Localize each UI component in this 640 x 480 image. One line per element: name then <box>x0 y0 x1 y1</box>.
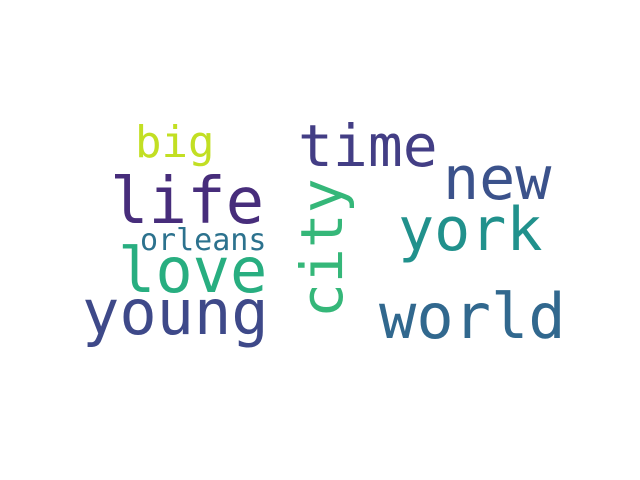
word-love: love <box>118 234 268 307</box>
word-big: big <box>135 117 215 168</box>
word-new: new <box>443 144 552 214</box>
word-orleans: orleans <box>140 223 267 258</box>
word-life: life <box>110 165 265 239</box>
word-world: world <box>379 280 566 353</box>
word-york: york <box>398 195 543 265</box>
word-young: young <box>82 276 269 349</box>
word-time: time <box>298 112 438 180</box>
word-city: city <box>288 178 356 318</box>
